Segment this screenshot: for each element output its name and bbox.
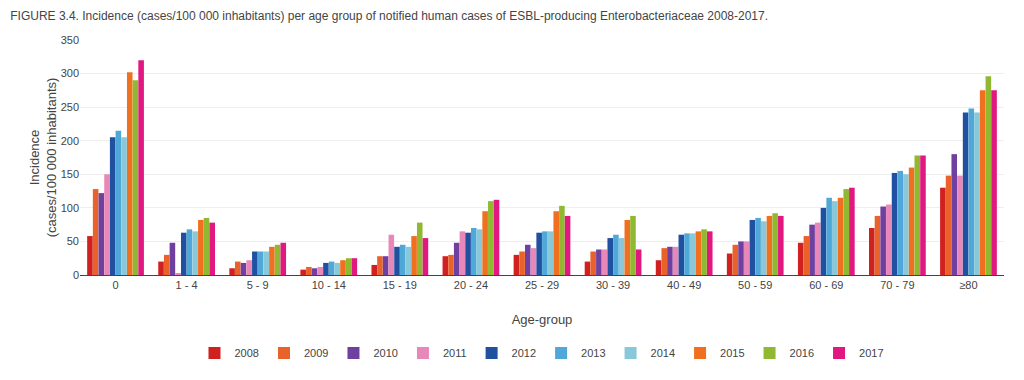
svg-text:20 - 24: 20 - 24 [454, 279, 488, 291]
svg-text:2008: 2008 [235, 347, 259, 359]
svg-text:2009: 2009 [304, 347, 328, 359]
svg-text:0: 0 [112, 279, 118, 291]
svg-text:1 - 4: 1 - 4 [176, 279, 198, 291]
svg-text:2011: 2011 [443, 347, 467, 359]
svg-text:350: 350 [61, 34, 79, 46]
svg-text:2013: 2013 [581, 347, 605, 359]
svg-text:2016: 2016 [790, 347, 814, 359]
svg-text:2015: 2015 [720, 347, 744, 359]
svg-text:2017: 2017 [859, 347, 883, 359]
svg-text:150: 150 [61, 168, 79, 180]
svg-text:Age-group: Age-group [512, 312, 573, 327]
svg-text:60 - 69: 60 - 69 [809, 279, 843, 291]
svg-text:5 - 9: 5 - 9 [247, 279, 269, 291]
svg-text:15 - 19: 15 - 19 [383, 279, 417, 291]
svg-text:0: 0 [73, 269, 79, 281]
svg-text:Incidence(cases/100 000 inhabi: Incidence(cases/100 000 inhabitants) [27, 78, 59, 238]
svg-text:2014: 2014 [651, 347, 675, 359]
svg-text:2012: 2012 [512, 347, 536, 359]
svg-text:100: 100 [61, 202, 79, 214]
svg-text:10 - 14: 10 - 14 [312, 279, 346, 291]
svg-text:2010: 2010 [373, 347, 397, 359]
svg-text:300: 300 [61, 67, 79, 79]
svg-text:50: 50 [67, 235, 79, 247]
svg-text:≥80: ≥80 [959, 279, 977, 291]
svg-text:70 - 79: 70 - 79 [880, 279, 914, 291]
svg-text:30 - 39: 30 - 39 [596, 279, 630, 291]
svg-text:50 - 59: 50 - 59 [738, 279, 772, 291]
svg-text:200: 200 [61, 135, 79, 147]
svg-text:25 - 29: 25 - 29 [525, 279, 559, 291]
svg-text:FIGURE 3.4. Incidence (cases/1: FIGURE 3.4. Incidence (cases/100 000 inh… [10, 9, 768, 23]
svg-text:250: 250 [61, 101, 79, 113]
svg-text:40 - 49: 40 - 49 [667, 279, 701, 291]
